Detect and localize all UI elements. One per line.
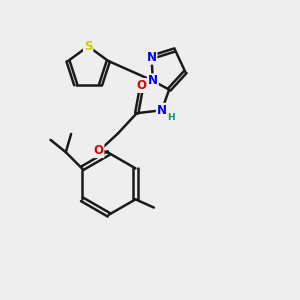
Text: S: S <box>84 40 92 53</box>
Text: H: H <box>167 113 174 122</box>
Text: N: N <box>148 74 158 87</box>
Text: N: N <box>146 51 157 64</box>
Text: N: N <box>157 104 167 117</box>
Text: O: O <box>94 144 103 157</box>
Text: O: O <box>136 79 146 92</box>
